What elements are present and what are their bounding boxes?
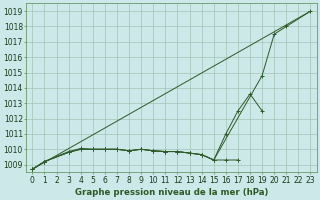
X-axis label: Graphe pression niveau de la mer (hPa): Graphe pression niveau de la mer (hPa) xyxy=(75,188,268,197)
